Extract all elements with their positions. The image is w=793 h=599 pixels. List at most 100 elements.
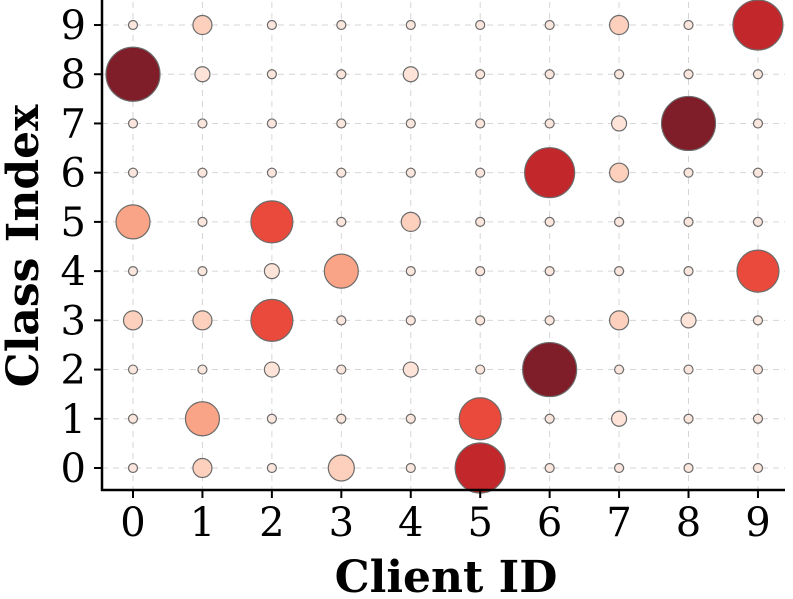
bubble-client-8-class-4 xyxy=(683,266,694,277)
bubble-client-3-class-1 xyxy=(336,413,347,424)
bubble-client-9-class-1 xyxy=(752,413,764,424)
bubble-client-7-class-0 xyxy=(613,462,625,474)
x-axis-label: Client ID xyxy=(335,552,558,599)
bubble-client-3-class-2 xyxy=(336,364,347,375)
bubble-client-5-class-8 xyxy=(475,69,486,80)
bubble-client-3-class-8 xyxy=(336,69,347,80)
y-tick-label: 2 xyxy=(61,348,86,394)
bubble-client-5-class-4 xyxy=(475,266,486,277)
bubble-client-2-class-3 xyxy=(250,298,294,342)
bubble-client-1-class-1 xyxy=(184,401,221,437)
bubble-client-9-class-2 xyxy=(752,364,764,375)
bubble-client-4-class-8 xyxy=(402,66,419,83)
bubble-client-3-class-3 xyxy=(336,315,347,326)
bubble-client-6-class-6 xyxy=(524,147,576,199)
y-tick-label: 9 xyxy=(61,3,86,49)
bubble-client-6-class-7 xyxy=(544,118,555,129)
bubble-client-5-class-7 xyxy=(475,118,486,129)
grid xyxy=(102,2,785,490)
bubble-client-2-class-5 xyxy=(250,200,294,244)
bubble-client-9-class-5 xyxy=(752,216,764,227)
bubble-client-8-class-2 xyxy=(683,364,694,375)
bubble-client-8-class-0 xyxy=(683,462,694,474)
bubble-client-3-class-9 xyxy=(336,19,347,31)
bubble-client-6-class-1 xyxy=(544,413,555,424)
bubble-client-9-class-0 xyxy=(752,462,764,474)
bubble-client-2-class-6 xyxy=(266,167,277,178)
x-tick-label: 6 xyxy=(537,500,562,546)
bubble-client-0-class-3 xyxy=(122,310,144,331)
bubble-client-6-class-5 xyxy=(544,216,555,227)
bubble-client-7-class-5 xyxy=(613,216,625,227)
bubble-client-2-class-7 xyxy=(266,118,277,129)
bubble-client-1-class-7 xyxy=(197,118,208,129)
y-axis-label: Class Index xyxy=(0,104,49,387)
bubble-client-3-class-6 xyxy=(336,167,347,178)
bubble-client-2-class-1 xyxy=(266,413,277,424)
y-tick-label: 0 xyxy=(61,446,86,492)
bubble-client-9-class-4 xyxy=(736,249,780,293)
bubble-client-2-class-8 xyxy=(266,69,277,80)
bubble-client-9-class-7 xyxy=(752,118,764,129)
bubble-client-0-class-8 xyxy=(105,46,161,102)
bubble-client-1-class-5 xyxy=(197,216,208,227)
bubble-client-0-class-7 xyxy=(127,118,139,129)
bubble-client-0-class-2 xyxy=(127,364,139,375)
bubble-client-3-class-5 xyxy=(336,216,347,227)
bubble-client-0-class-1 xyxy=(127,413,139,424)
bubble-client-1-class-3 xyxy=(192,310,213,331)
bubble-client-6-class-9 xyxy=(544,19,555,31)
bubble-client-8-class-7 xyxy=(660,95,717,152)
bubble-client-6-class-8 xyxy=(544,69,555,80)
bubble-client-1-class-4 xyxy=(197,266,208,277)
x-tick-label: 7 xyxy=(606,500,631,546)
bubble-client-1-class-6 xyxy=(197,167,208,178)
bubble-client-8-class-3 xyxy=(680,312,697,329)
bubble-client-6-class-2 xyxy=(522,341,578,398)
bubble-client-2-class-9 xyxy=(266,19,277,31)
bubble-client-8-class-5 xyxy=(683,216,694,227)
bubble-client-1-class-8 xyxy=(194,66,211,83)
bubble-client-6-class-0 xyxy=(544,462,555,474)
bubble-client-0-class-6 xyxy=(127,167,139,178)
bubble-client-5-class-9 xyxy=(475,19,486,31)
bubble-client-1-class-9 xyxy=(192,14,213,36)
x-tick-label: 3 xyxy=(329,500,354,546)
bubble-client-7-class-9 xyxy=(608,14,630,36)
bubble-client-3-class-0 xyxy=(327,454,355,482)
x-tick-label: 1 xyxy=(190,500,215,546)
y-tick-label: 4 xyxy=(61,249,86,295)
bubble-client-5-class-3 xyxy=(475,315,486,326)
bubble-client-5-class-6 xyxy=(475,167,486,178)
bubble-client-3-class-4 xyxy=(323,253,359,289)
bubble-client-3-class-7 xyxy=(336,118,347,129)
bubble-client-1-class-0 xyxy=(192,457,213,479)
x-tick-label: 0 xyxy=(120,500,145,546)
bubble-client-4-class-3 xyxy=(405,315,416,326)
bubble-client-4-class-6 xyxy=(405,167,416,178)
y-tick-label: 7 xyxy=(61,101,86,147)
bubble-client-4-class-4 xyxy=(405,266,416,277)
x-tick-label: 2 xyxy=(259,500,284,546)
bubble-client-7-class-6 xyxy=(608,162,630,183)
bubble-client-5-class-5 xyxy=(475,216,486,227)
bubble-client-5-class-0 xyxy=(454,442,506,494)
y-tick-label: 8 xyxy=(61,52,86,98)
x-tick-label: 8 xyxy=(676,500,701,546)
bubble-client-2-class-0 xyxy=(266,462,277,474)
y-tick-label: 6 xyxy=(61,151,86,197)
bubble-client-4-class-2 xyxy=(402,361,419,378)
bubble-client-4-class-0 xyxy=(405,462,416,474)
axes xyxy=(100,0,785,492)
bubble-client-0-class-0 xyxy=(127,462,139,474)
bubble-client-7-class-2 xyxy=(613,364,625,375)
x-tick-label: 9 xyxy=(745,500,770,546)
bubble-client-7-class-1 xyxy=(610,410,628,427)
bubble-client-7-class-3 xyxy=(608,310,630,331)
bubble-client-9-class-6 xyxy=(752,167,764,178)
bubble-client-0-class-4 xyxy=(127,266,139,277)
bubble-client-8-class-1 xyxy=(683,413,694,424)
bubble-client-9-class-8 xyxy=(752,69,764,80)
